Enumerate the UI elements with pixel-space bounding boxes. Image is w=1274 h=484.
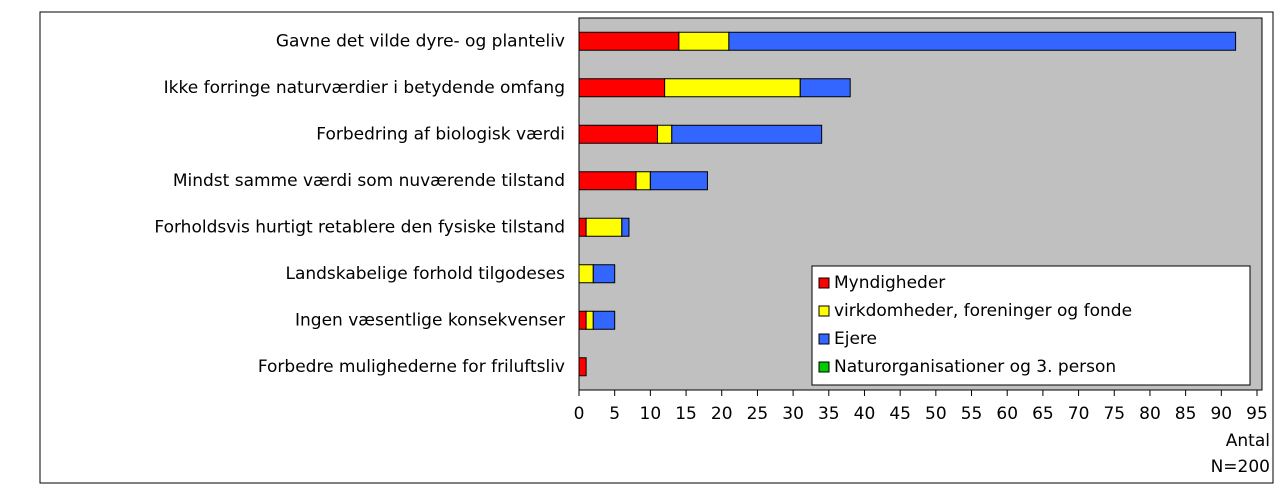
- x-tick-label: 50: [925, 404, 947, 424]
- bar-segment: [578, 264, 594, 284]
- x-tick-label: 20: [711, 404, 733, 424]
- y-tick-label: Mindst samme værdi som nuværende tilstan…: [173, 171, 565, 191]
- note: N=200: [1211, 457, 1270, 477]
- x-tick-label: 15: [675, 404, 697, 424]
- legend-label: Ejere: [834, 329, 877, 349]
- x-tick-label: 60: [996, 404, 1018, 424]
- legend-label: Naturorganisationer og 3. person: [834, 357, 1116, 377]
- bar-segment: [578, 78, 666, 98]
- y-tick-label: Forholdsvis hurtigt retablere den fysisk…: [154, 217, 565, 237]
- bar-segment: [671, 124, 823, 144]
- y-tick-label: Forbedre mulighederne for friluftsliv: [258, 357, 565, 377]
- bar-segment: [664, 78, 801, 98]
- x-tick-label: 0: [574, 404, 585, 424]
- x-tick-label: 65: [1032, 404, 1054, 424]
- legend-swatch: [818, 277, 830, 289]
- y-tick-label: Gavne det vilde dyre- og planteliv: [276, 31, 565, 51]
- bar-segment: [585, 217, 623, 237]
- legend-label: virkdomheder, foreninger og fonde: [834, 301, 1132, 321]
- x-tick-label: 45: [889, 404, 911, 424]
- bar-segment: [578, 124, 659, 144]
- y-tick-label: Ikke forringe naturværdier i betydende o…: [164, 78, 565, 98]
- bar-segment: [657, 124, 673, 144]
- x-tick-label: 70: [1068, 404, 1090, 424]
- x-tick-label: 40: [854, 404, 876, 424]
- legend-swatch: [818, 305, 830, 317]
- y-tick-label: Ingen væsentlige konsekvenser: [295, 310, 565, 330]
- bar-segment: [649, 171, 708, 191]
- bar-segment: [728, 31, 1237, 51]
- x-tick-label: 80: [1139, 404, 1161, 424]
- bar-segment: [635, 171, 651, 191]
- x-axis-label: Antal: [1226, 431, 1270, 451]
- bar-segment: [585, 310, 594, 330]
- bar-segment: [621, 217, 630, 237]
- bar-segment: [578, 31, 680, 51]
- bar-segment: [592, 310, 616, 330]
- bar-segment: [592, 264, 616, 284]
- y-tick-label: Forbedring af biologisk værdi: [316, 124, 565, 144]
- legend-label: Myndigheder: [834, 273, 945, 293]
- x-tick-label: 35: [818, 404, 840, 424]
- legend-box: [811, 265, 1251, 386]
- bar-segment: [678, 31, 730, 51]
- x-tick-label: 90: [1210, 404, 1232, 424]
- x-tick-label: 10: [640, 404, 662, 424]
- x-tick-label: 75: [1103, 404, 1125, 424]
- y-tick-label: Landskabelige forhold tilgodeses: [285, 264, 565, 284]
- legend-swatch: [818, 361, 830, 373]
- x-tick-label: 25: [747, 404, 769, 424]
- bar-segment: [799, 78, 851, 98]
- bar-segment: [578, 171, 637, 191]
- legend-swatch: [818, 333, 830, 345]
- x-tick-label: 85: [1175, 404, 1197, 424]
- x-tick-label: 5: [609, 404, 620, 424]
- bar-segment: [578, 310, 587, 330]
- x-tick-label: 30: [782, 404, 804, 424]
- x-tick-label: 55: [961, 404, 983, 424]
- bar-segment: [578, 357, 587, 377]
- bar-segment: [578, 217, 587, 237]
- x-tick-label: 95: [1246, 404, 1268, 424]
